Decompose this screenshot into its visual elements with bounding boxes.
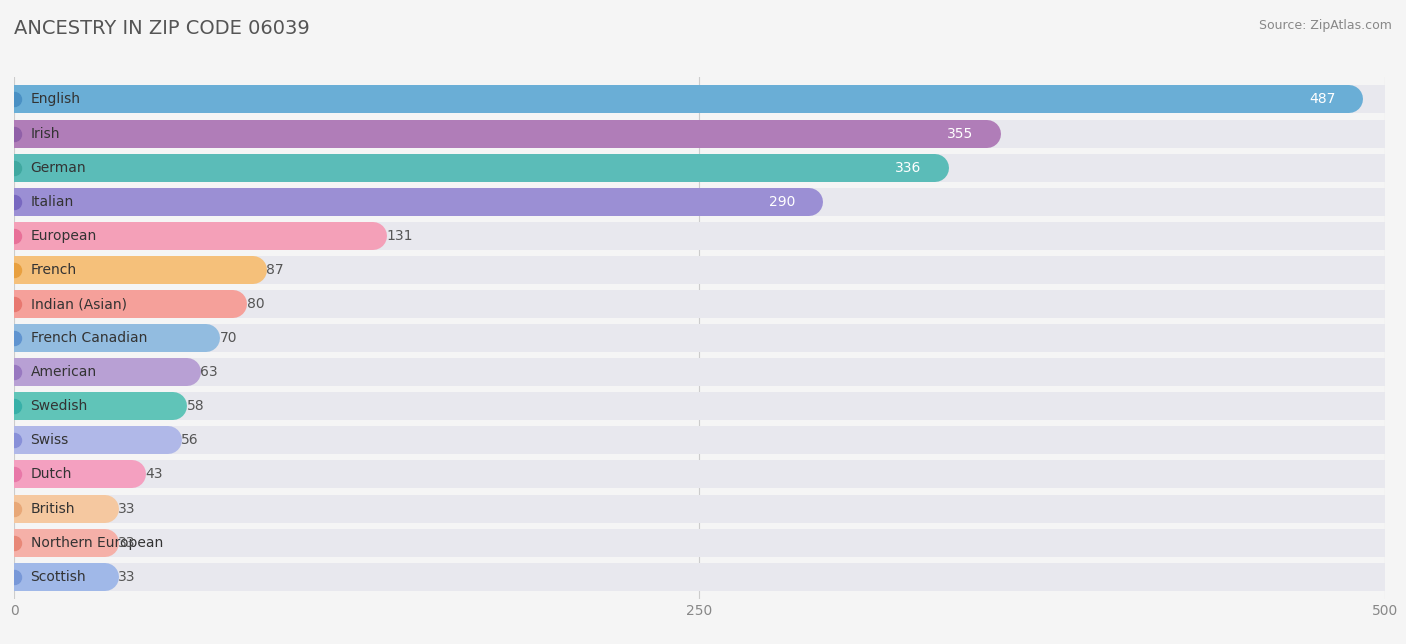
Text: 43: 43 (146, 468, 163, 482)
Text: French Canadian: French Canadian (31, 331, 146, 345)
Text: 131: 131 (387, 229, 413, 243)
Text: Source: ZipAtlas.com: Source: ZipAtlas.com (1258, 19, 1392, 32)
Text: Dutch: Dutch (31, 468, 72, 482)
Text: American: American (31, 365, 97, 379)
Text: Northern European: Northern European (31, 536, 163, 550)
Text: 63: 63 (201, 365, 218, 379)
Text: French: French (31, 263, 77, 277)
Text: 487: 487 (1309, 93, 1336, 106)
Text: Swiss: Swiss (31, 433, 69, 448)
Text: ANCESTRY IN ZIP CODE 06039: ANCESTRY IN ZIP CODE 06039 (14, 19, 309, 39)
Text: English: English (31, 93, 80, 106)
Text: 58: 58 (187, 399, 204, 413)
Text: 355: 355 (948, 126, 974, 140)
Text: 80: 80 (247, 297, 264, 311)
Text: European: European (31, 229, 97, 243)
Text: German: German (31, 160, 86, 175)
Text: Scottish: Scottish (31, 570, 86, 583)
Text: Indian (Asian): Indian (Asian) (31, 297, 127, 311)
Text: 33: 33 (118, 570, 136, 583)
Text: 33: 33 (118, 502, 136, 516)
Text: 87: 87 (266, 263, 284, 277)
Text: British: British (31, 502, 75, 516)
Text: 70: 70 (219, 331, 238, 345)
Text: Swedish: Swedish (31, 399, 87, 413)
Text: 33: 33 (118, 536, 136, 550)
Text: 290: 290 (769, 194, 796, 209)
Text: Italian: Italian (31, 194, 73, 209)
Text: Irish: Irish (31, 126, 60, 140)
Text: 56: 56 (181, 433, 198, 448)
Text: 336: 336 (896, 160, 921, 175)
